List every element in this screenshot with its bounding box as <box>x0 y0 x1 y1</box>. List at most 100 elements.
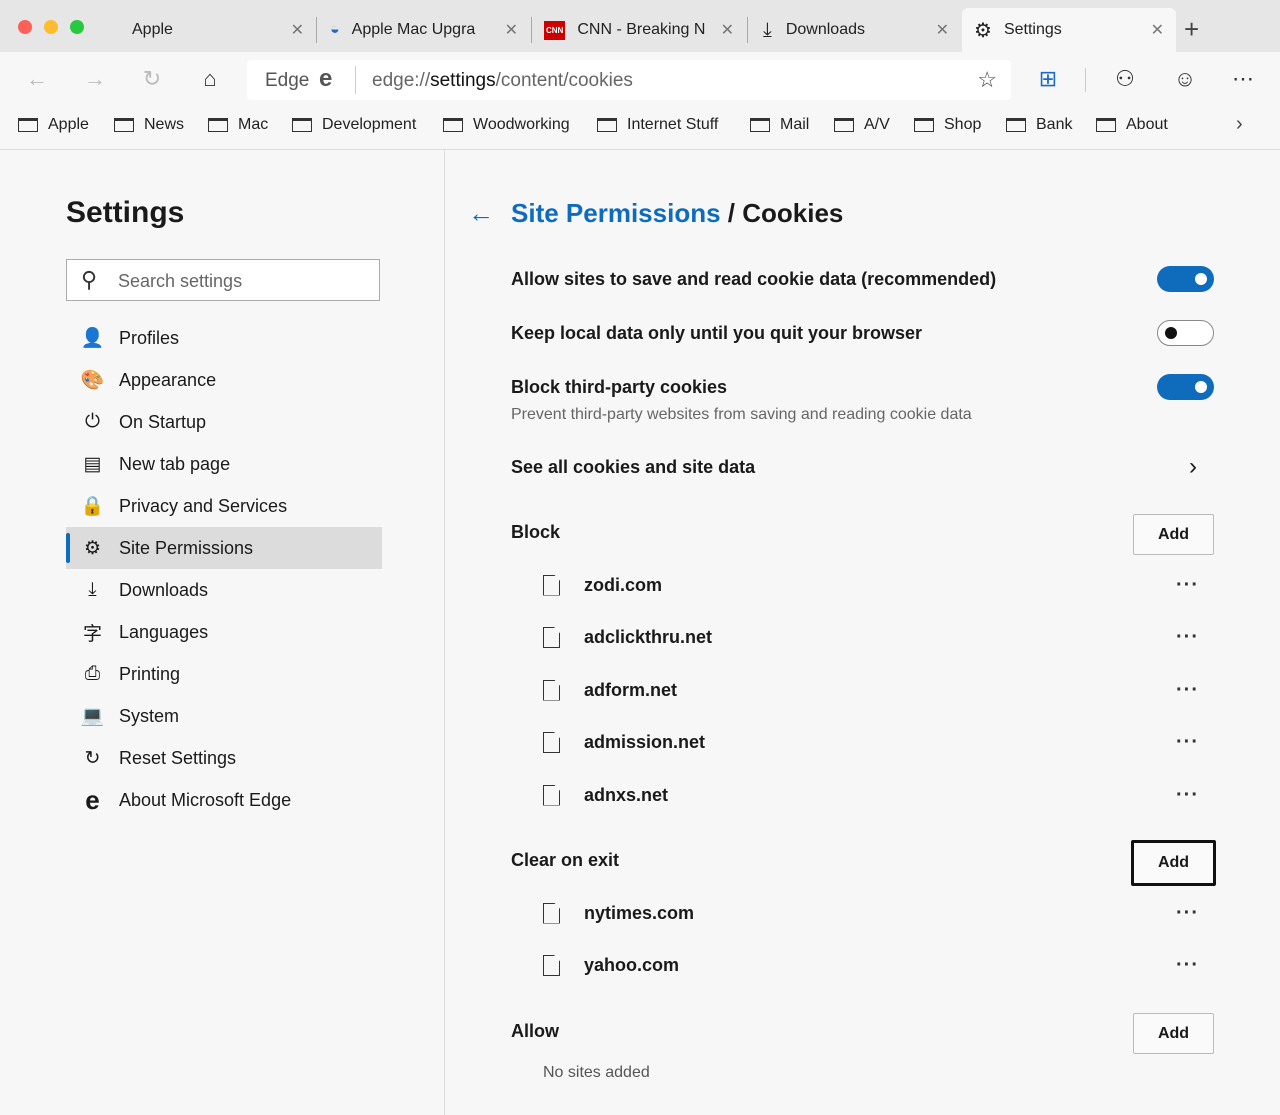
new-tab-button[interactable]: + <box>1184 14 1200 44</box>
search-settings-input[interactable]: ⚲ Search settings <box>66 259 380 301</box>
folder-icon <box>750 118 770 132</box>
allow-add-button[interactable]: Add <box>1133 1013 1214 1054</box>
sidebar-icon: 🔒 <box>80 496 105 517</box>
back-button[interactable]: ← <box>26 66 48 91</box>
bookmark-item[interactable]: Woodworking <box>443 116 570 134</box>
sidebar-item-on-startup[interactable]: ⏻ On Startup <box>66 401 382 443</box>
block-add-button[interactable]: Add <box>1133 514 1214 555</box>
collections-icon[interactable]: ⊞ <box>1038 66 1058 91</box>
sidebar-item-site-permissions[interactable]: ⚙ Site Permissions <box>66 527 382 569</box>
bookmark-item[interactable]: Mac <box>208 116 268 134</box>
sidebar-item-privacy-and-services[interactable]: 🔒 Privacy and Services <box>66 485 382 527</box>
bookmark-item[interactable]: Bank <box>1006 116 1072 134</box>
more-actions-icon[interactable]: ··· <box>1176 678 1199 701</box>
sidebar-item-label: About Microsoft Edge <box>119 789 292 810</box>
url-scheme: edge:// <box>372 70 431 91</box>
tab-label: CNN - Breaking N <box>577 21 706 38</box>
more-actions-icon[interactable]: ··· <box>1176 731 1199 753</box>
bookmark-label: Shop <box>944 116 982 133</box>
site-name: admission.net <box>584 732 706 752</box>
bookmark-item[interactable]: Apple <box>18 116 89 134</box>
more-actions-icon[interactable]: ··· <box>1176 901 1199 924</box>
see-all-cookies-link[interactable]: See all cookies and site data › <box>511 453 1211 480</box>
profile-icon[interactable]: ⚇ <box>1115 66 1135 91</box>
tab-divider <box>531 17 532 43</box>
close-tab-icon[interactable]: ✕ <box>720 22 734 39</box>
sidebar-item-system[interactable]: 💻 System <box>66 695 382 737</box>
more-menu-icon[interactable]: ⋯ <box>1232 66 1254 91</box>
pane-divider <box>444 150 445 1115</box>
sidebar-item-reset-settings[interactable]: ↻ Reset Settings <box>66 737 382 779</box>
sidebar-icon: ⤓ <box>88 579 97 600</box>
bookmark-item[interactable]: Shop <box>914 116 981 134</box>
tab-apple-mac[interactable]: ◒ Apple Mac Upgra ✕ <box>324 8 530 52</box>
sidebar-item-new-tab-page[interactable]: ▤ New tab page <box>66 443 382 485</box>
sidebar-icon: 👤 <box>80 328 105 349</box>
tab-downloads[interactable]: ⤓ Downloads ✕ <box>755 8 961 52</box>
forward-button[interactable]: → <box>84 66 106 91</box>
site-list-item: nytimes.com ··· <box>543 898 1213 928</box>
bookmark-item[interactable]: Internet Stuff <box>597 116 718 134</box>
gear-icon: ⚙ <box>974 19 992 42</box>
bookmark-item[interactable]: Development <box>292 116 416 134</box>
more-actions-icon[interactable]: ··· <box>1176 954 1199 976</box>
site-list-item: zodi.com ··· <box>543 570 1213 600</box>
sidebar-item-languages[interactable]: 字 Languages <box>66 611 382 653</box>
block-third-party-toggle[interactable] <box>1157 374 1214 400</box>
more-actions-icon[interactable]: ··· <box>1176 626 1199 648</box>
site-name: yahoo.com <box>584 955 680 975</box>
sidebar-item-printing[interactable]: ⎙ Printing <box>66 653 382 695</box>
sidebar-icon: ⚙ <box>83 537 102 559</box>
close-tab-icon[interactable]: ✕ <box>290 22 304 39</box>
clear-on-exit-add-button[interactable]: Add <box>1131 840 1216 886</box>
edge-icon: e <box>319 65 333 92</box>
sidebar-icon: ⏻ <box>84 411 101 432</box>
keep-local-data-label: Keep local data only until you quit your… <box>511 323 923 343</box>
close-tab-icon[interactable]: ✕ <box>504 22 518 39</box>
tab-label: Apple <box>132 21 173 38</box>
folder-icon <box>208 118 228 132</box>
tab-settings[interactable]: ⚙ Settings ✕ <box>962 8 1176 52</box>
bookmark-item[interactable]: A/V <box>834 116 890 134</box>
sidebar-item-appearance[interactable]: 🎨 Appearance <box>66 359 382 401</box>
tab-divider <box>316 17 317 43</box>
sidebar-item-about-microsoft-edge[interactable]: e About Microsoft Edge <box>66 779 382 821</box>
bookmark-label: Woodworking <box>473 116 570 133</box>
minimize-window-button[interactable] <box>44 20 58 34</box>
site-list-item: adform.net ··· <box>543 675 1213 705</box>
bookmark-label: News <box>144 116 185 133</box>
more-actions-icon[interactable]: ··· <box>1176 573 1199 596</box>
folder-icon <box>597 118 617 132</box>
bookmark-item[interactable]: About <box>1096 116 1168 134</box>
sidebar-item-profiles[interactable]: 👤 Profiles <box>66 317 382 359</box>
block-section-title: Block <box>511 522 561 542</box>
keep-local-data-toggle[interactable] <box>1157 320 1214 346</box>
allow-cookies-toggle[interactable] <box>1157 266 1214 292</box>
bookmarks-overflow-chevron-icon[interactable]: › <box>1236 113 1243 135</box>
address-divider <box>355 66 356 94</box>
file-icon <box>543 784 560 806</box>
breadcrumb-site-permissions-link[interactable]: Site Permissions <box>511 198 721 228</box>
favorite-star-icon[interactable]: ☆ <box>977 67 997 92</box>
bookmark-item[interactable]: Mail <box>750 116 809 134</box>
home-button[interactable]: ⌂ <box>203 66 217 91</box>
zoom-window-button[interactable] <box>70 20 84 34</box>
tab-label: Downloads <box>785 21 865 38</box>
site-name: adform.net <box>584 679 678 700</box>
back-arrow-icon[interactable]: ← <box>468 198 494 228</box>
more-actions-icon[interactable]: ··· <box>1176 783 1199 806</box>
tab-cnn[interactable]: CNN CNN - Breaking N ✕ <box>540 8 746 52</box>
address-bar[interactable]: Edge e edge://settings/content/cookies ☆ <box>247 60 1011 100</box>
sidebar-item-downloads[interactable]: ⤓ Downloads <box>66 569 382 611</box>
tab-divider <box>747 17 748 43</box>
cnn-icon: CNN <box>544 20 566 40</box>
close-window-button[interactable] <box>18 20 32 34</box>
refresh-button[interactable]: ↻ <box>142 66 162 91</box>
folder-icon <box>18 118 38 132</box>
bookmark-item[interactable]: News <box>114 116 184 134</box>
sidebar-item-label: Site Permissions <box>119 537 254 558</box>
feedback-smiley-icon[interactable]: ☺ <box>1173 66 1197 91</box>
close-tab-icon[interactable]: ✕ <box>1150 22 1164 39</box>
close-tab-icon[interactable]: ✕ <box>935 22 949 39</box>
tab-apple[interactable]: Apple ✕ <box>108 8 316 52</box>
